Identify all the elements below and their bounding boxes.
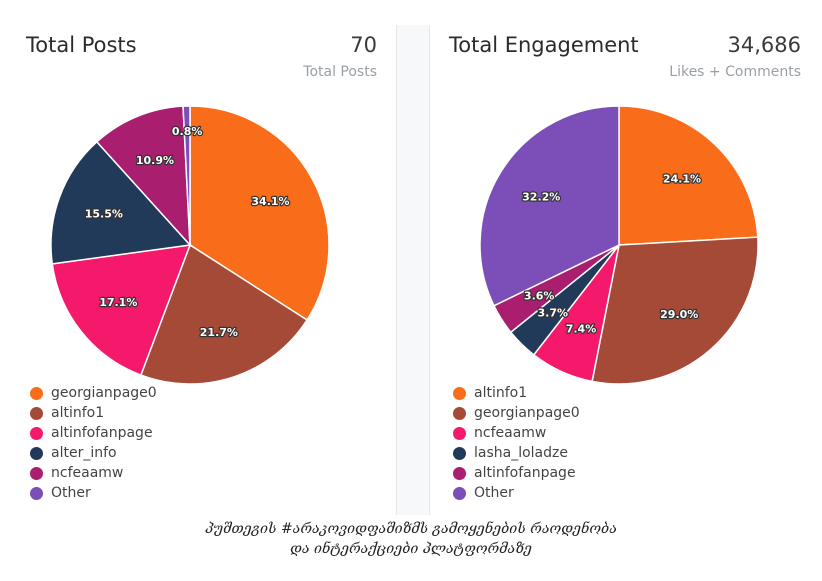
legend-item-other[interactable]: Other [30,483,157,503]
data-label-other: 32.2% [522,190,560,203]
data-label-georgianpage0: 34.1% [251,195,289,208]
legend-label: alter_info [51,445,117,461]
legend-label: Other [474,485,514,501]
legend-swatch [30,466,43,480]
legend-label: altinfo1 [51,405,105,421]
legend-swatch [453,466,466,480]
legend-label: lasha_loladze [474,445,568,461]
legend: georgianpage0 altinfo1 altinfofanpage alter… [30,383,157,503]
total-posts-panel: Total Posts 70 Total Posts 34.1% 21.7% 17.… [0,0,395,515]
legend-swatch [30,426,43,440]
pie-slice-alter-info [50,140,192,265]
data-label-altinfo1: 21.7% [200,326,238,339]
legend-item-altinfo1[interactable]: altinfo1 [30,403,157,423]
legend-swatch [30,446,43,460]
legend-item-altinfofanpage[interactable]: altinfofanpage [453,463,580,483]
pie-slice-altinfo1 [139,243,309,385]
legend-item-alter-info[interactable]: alter_info [30,443,157,463]
pie-slice-georgianpage0 [591,236,759,385]
pie-slice-other [479,105,620,307]
legend-label: georgianpage0 [51,385,157,401]
total-subtitle: Likes + Comments [669,64,801,80]
total-value: 34,686 [727,33,801,57]
legend-item-altinfo1[interactable]: altinfo1 [453,383,580,403]
legend-item-georgianpage0[interactable]: georgianpage0 [30,383,157,403]
total-value: 70 [350,33,377,57]
legend-swatch [453,446,466,460]
legend-swatch [30,386,43,400]
legend-label: altinfofanpage [474,465,576,481]
legend-swatch [453,406,466,420]
data-label-georgianpage0: 29.0% [660,308,698,321]
legend-item-georgianpage0[interactable]: georgianpage0 [453,403,580,423]
caption: პუშთეგის #არაკოვიდფაშიზმს გამოყენების რა… [0,519,822,559]
caption-line-2: და ინტერაქციები პლატფორმაზე [290,541,532,557]
legend: altinfo1 georgianpage0 ncfeaamw lasha_lolad… [453,383,580,503]
legend-swatch [453,386,466,400]
legend-item-lasha-loladze[interactable]: lasha_loladze [453,443,580,463]
total-engagement-panel: Total Engagement 34,686 Likes + Comments… [431,0,822,515]
legend-label: ncfeaamw [474,425,547,441]
caption-line-1: პუშთეგის #არაკოვიდფაშიზმს გამოყენების რა… [205,521,617,537]
legend-item-ncfeaamw[interactable]: ncfeaamw [30,463,157,483]
data-label-ncfeaamw: 7.4% [566,322,597,335]
pie-slice-altinfofanpage [51,244,192,377]
data-label-altinfofanpage: 3.6% [524,290,555,303]
data-label-alter-info: 15.5% [85,208,123,221]
legend-swatch [453,486,466,500]
legend-item-altinfofanpage[interactable]: altinfofanpage [30,423,157,443]
legend-swatch [30,406,43,420]
legend-item-other[interactable]: Other [453,483,580,503]
pie-slice-ncfeaamw [95,105,191,248]
legend-swatch [30,486,43,500]
data-label-ncfeaamw: 10.9% [136,154,174,167]
legend-swatch [453,426,466,440]
pie-slice-other [182,105,191,246]
legend-label: altinfofanpage [51,425,153,441]
panel-title: Total Posts [26,33,137,57]
legend-label: altinfo1 [474,385,528,401]
pie-slice-altinfo1 [618,105,759,246]
legend-label: ncfeaamw [51,465,124,481]
data-label-lasha-loladze: 3.7% [538,306,569,319]
pie-chart: 34.1% 21.7% 17.1% 15.5% 10.9% 0.8% [50,105,330,385]
panel-divider [396,25,430,515]
total-subtitle: Total Posts [303,64,377,80]
legend-label: Other [51,485,91,501]
data-label-altinfofanpage: 17.1% [99,296,137,309]
pie-chart: 24.1% 29.0% 7.4% 3.7% 3.6% 32.2% [479,105,759,385]
panel-title: Total Engagement [449,33,639,57]
data-label-other: 0.8% [172,125,203,138]
legend-item-ncfeaamw[interactable]: ncfeaamw [453,423,580,443]
legend-label: georgianpage0 [474,405,580,421]
data-label-altinfo1: 24.1% [663,172,701,185]
